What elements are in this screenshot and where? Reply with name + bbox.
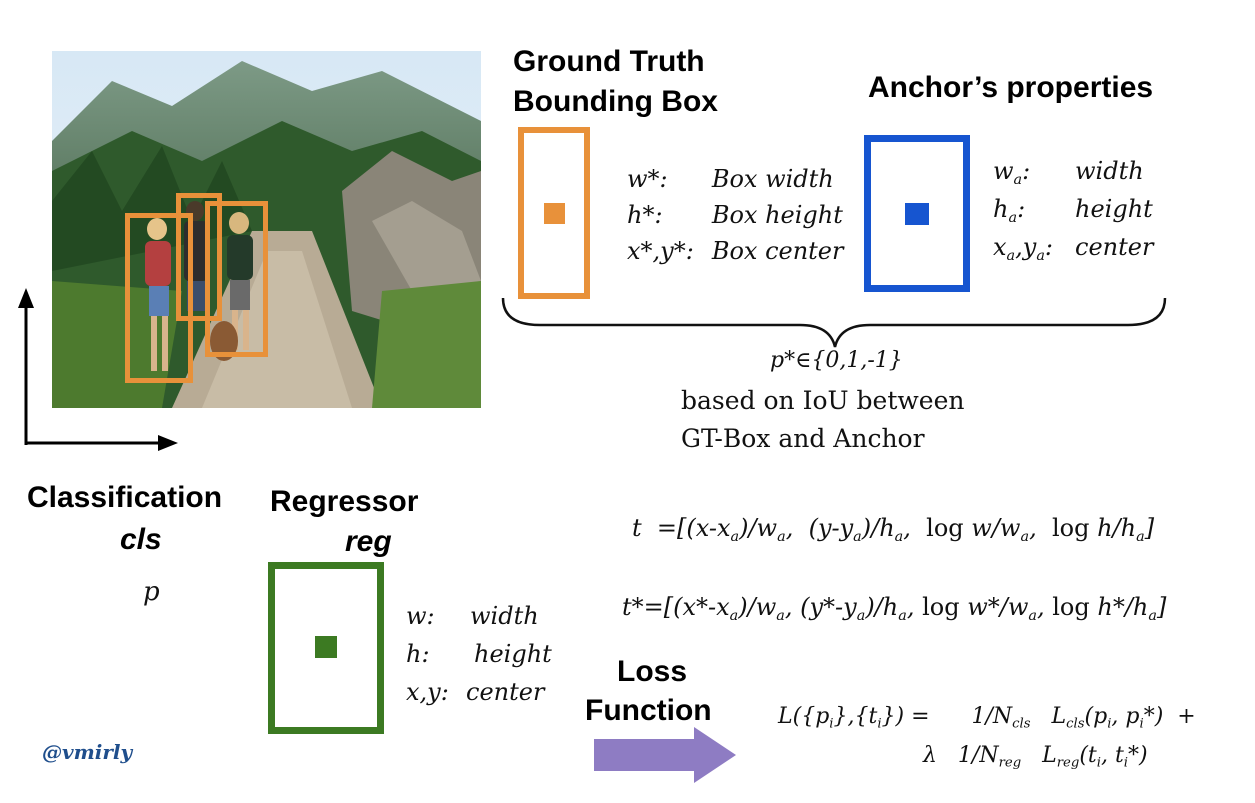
anchor-desc-xy: center	[1075, 233, 1154, 261]
anchor-sym-x: x	[993, 233, 1007, 261]
regressor-desc-h: height	[474, 640, 552, 668]
classification-var: p	[143, 577, 160, 607]
anchor-sym-h: h	[993, 195, 1009, 223]
loss-title-line1: Loss	[617, 655, 688, 688]
anchor-tail-xy: :	[1044, 233, 1054, 261]
regressor-row-xy: x,y: center	[406, 673, 552, 711]
gt-bounding-box	[518, 127, 590, 299]
anchor-properties: wa: width ha: height xa,ya: center	[993, 152, 1153, 266]
anchor-sub-w: a	[1013, 172, 1023, 189]
gt-prop-desc-xy: Box center	[711, 237, 844, 265]
anchor-box	[864, 135, 970, 292]
anchor-prop-row-w: wa: width	[993, 152, 1153, 190]
gt-prop-sym-w: w*:	[627, 165, 668, 193]
gt-prop-desc-w: Box width	[711, 165, 834, 193]
anchor-tail-h: :	[1017, 195, 1026, 223]
photo-gt-box-2	[176, 193, 222, 321]
iou-line2: GT-Box and Anchor	[681, 424, 925, 453]
trail-photo-art	[52, 51, 481, 408]
anchor-title: Anchor’s properties	[868, 71, 1154, 104]
gt-prop-sym-xy: x*,y*:	[627, 237, 694, 265]
iou-line1: based on IoU between	[681, 386, 965, 415]
loss-formula-line2: λ 1/Nreg Lreg(ti, ti*)	[923, 743, 1148, 771]
regressor-sym-xy: x,y:	[406, 678, 449, 706]
classification-subtitle: cls	[120, 523, 162, 556]
loss-formula-line1: L({pi},{ti}) = 1/Ncls Lcls(pi, pi*) +	[778, 704, 1196, 732]
regressor-sym-h: h:	[406, 640, 430, 668]
regressor-sym-w: w:	[406, 602, 435, 630]
classification-title: Classification	[27, 481, 223, 514]
gt-title-line2: Bounding Box	[513, 85, 718, 118]
axes-arrows	[18, 288, 178, 451]
anchor-sub-x: a	[1006, 248, 1016, 265]
loss-arrow-icon	[594, 727, 736, 783]
regressor-properties: w: width h: height x,y: center	[406, 597, 552, 711]
regressor-center-dot	[315, 636, 337, 658]
photo-gt-box-3	[205, 201, 268, 357]
photo-gt-box-1	[125, 213, 193, 383]
formula-tstar: t*=[(x*-xa)/wa, (y*-ya)/ha, log w*/wa, l…	[622, 593, 1167, 625]
gt-title-line1: Ground Truth	[513, 45, 705, 78]
gt-properties: w*: Box width h*: Box height x*,y*: Box …	[627, 165, 843, 265]
pstar-label: p*∈{0,1,-1}	[770, 348, 903, 373]
regressor-row-w: w: width	[406, 597, 552, 635]
anchor-sub-y: a	[1036, 248, 1045, 265]
anchor-prop-row-xy: xa,ya: center	[993, 228, 1153, 266]
regressor-desc-xy: center	[466, 678, 545, 706]
anchor-sym-w: w	[993, 157, 1014, 185]
anchor-prop-row-h: ha: height	[993, 190, 1153, 228]
regressor-title: Regressor	[270, 485, 419, 518]
curly-brace	[501, 297, 1167, 348]
anchor-desc-h: height	[1075, 195, 1153, 223]
anchor-sub-h: a	[1008, 210, 1018, 227]
regressor-desc-w: width	[470, 602, 539, 630]
gt-prop-desc-h: Box height	[711, 201, 843, 229]
anchor-mid-y: ,y	[1015, 233, 1037, 261]
anchor-desc-w: width	[1075, 157, 1144, 185]
author-credit: @vmirly	[42, 740, 133, 764]
regressor-box	[268, 562, 384, 734]
gt-prop-sym-h: h*:	[627, 201, 663, 229]
formula-t: t =[(x-xa)/wa, (y-ya)/ha, log w/wa, log …	[632, 514, 1155, 546]
loss-title-line2: Function	[585, 694, 712, 727]
anchor-tail-w: :	[1022, 157, 1031, 185]
anchor-center-dot	[905, 203, 929, 225]
regressor-subtitle: reg	[345, 525, 392, 558]
regressor-row-h: h: height	[406, 635, 552, 673]
gt-center-dot	[544, 203, 565, 224]
trail-photo	[52, 51, 481, 408]
